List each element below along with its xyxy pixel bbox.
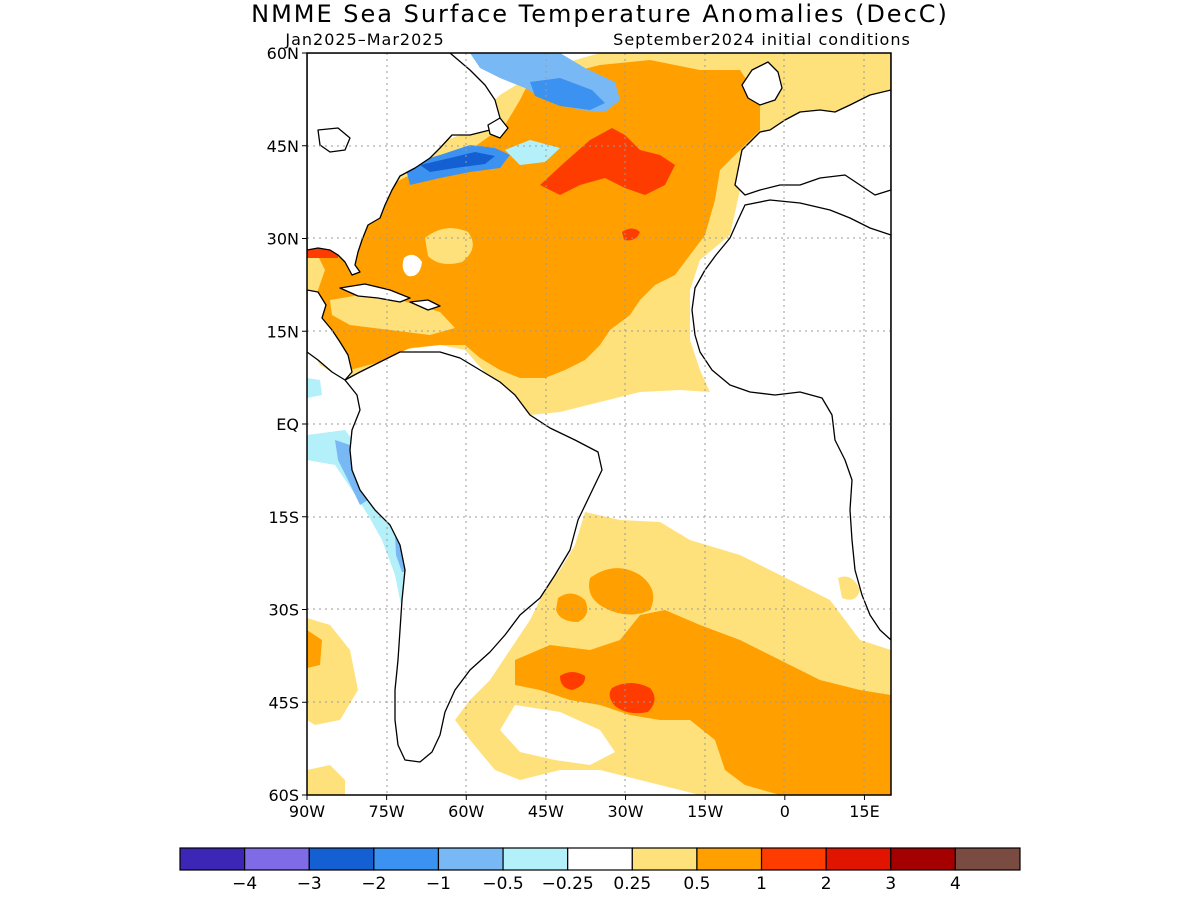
north-america-coast: [307, 53, 501, 276]
anomaly-fill-cold-north: [405, 53, 620, 185]
colorbar-swatch: [308, 847, 375, 871]
lon-tick-label: 90W: [289, 802, 325, 821]
colorbar-label: 1: [756, 874, 767, 894]
anomaly-region-white-spot-north: [402, 254, 422, 277]
longitude-axis: 90W 75W 60W 45W 30W 15W 0 15E: [289, 795, 880, 821]
anomaly-region-light-benguela: [838, 576, 860, 600]
lon-tick-label: 75W: [369, 802, 405, 821]
colorbar-label: 0.25: [613, 874, 651, 894]
lon-tick-label: 0: [780, 802, 790, 821]
colorbar-label: −2: [361, 874, 386, 894]
colorbar-swatch: [890, 847, 956, 871]
colorbar-swatch: [954, 847, 1021, 871]
colorbar: −4 −3 −2 −1 −0.5 −0.25 0.25 0.5 1 2 3 4: [179, 847, 1021, 894]
colorbar-swatch: [244, 847, 310, 871]
colorbar-label: −0.5: [482, 874, 523, 894]
anomaly-region-light-tropics: [611, 350, 636, 370]
colorbar-swatch: [502, 847, 569, 871]
lon-tick-label: 15E: [849, 802, 879, 821]
newfoundland-coast: [487, 117, 509, 139]
colorbar-swatch: [696, 847, 763, 871]
anomaly-region-red-south-a: [609, 683, 655, 714]
anomaly-region-paleblue-tropics: [307, 378, 322, 398]
anomaly-region-blue-labrador: [530, 78, 605, 110]
colorbar-label: 3: [885, 874, 896, 894]
colorbar-swatch: [437, 847, 504, 871]
lon-tick-label: 45W: [528, 802, 564, 821]
anomaly-region-red-south-b: [560, 672, 586, 690]
lat-tick-label: 45S: [268, 693, 299, 712]
lon-tick-label: 15W: [687, 802, 723, 821]
anomaly-region-white-south: [500, 705, 615, 765]
lat-tick-label: 30S: [268, 601, 299, 620]
central-america-coast: [307, 289, 353, 381]
colorbar-swatch: [567, 847, 633, 871]
anomaly-region-orange-southwest: [307, 630, 322, 668]
lat-tick-label: EQ: [276, 415, 299, 434]
colorbar-swatch: [373, 847, 440, 871]
lat-tick-label: 60N: [267, 44, 299, 63]
europe-iberia-coast: [734, 53, 891, 196]
lat-tick-label: 30N: [267, 230, 299, 249]
colorbar-label: 4: [950, 874, 961, 894]
colorbar-label: −3: [297, 874, 322, 894]
cuba-coast: [339, 283, 411, 303]
colorbar-label: −0.25: [542, 874, 594, 894]
anomaly-fill-north-atlantic: [307, 53, 891, 415]
colorbar-swatch: [825, 847, 892, 871]
anomaly-region-light-caribbean: [330, 295, 455, 335]
south-america-coast: [344, 351, 603, 763]
forecast-period: Jan2025–Mar2025: [284, 30, 444, 49]
colorbar-label: −4: [232, 874, 257, 894]
colorbar-swatch: [179, 847, 246, 871]
colorbar-label: 2: [821, 874, 832, 894]
hispaniola-coast: [409, 299, 441, 311]
anomaly-region-orange-south-north: [589, 568, 654, 615]
map-panel: [307, 53, 891, 795]
british-isles-coast: [741, 61, 783, 106]
anomaly-region-orange-north: [310, 60, 760, 378]
colorbar-swatch: [760, 847, 827, 871]
anomaly-region-white-gap-north: [425, 228, 473, 264]
colorbar-label: −1: [426, 874, 451, 894]
lat-tick-label: 45N: [267, 137, 299, 156]
latitude-axis: 60N 45N 30N 15N EQ 15S 30S 45S 60S: [267, 44, 307, 805]
initial-conditions: September2024 initial conditions: [613, 30, 911, 49]
anomaly-region-light-southwest-corner: [307, 765, 345, 795]
anomaly-region-red-midlat: [540, 128, 675, 195]
anomaly-region-orange-south-west: [556, 593, 588, 622]
africa-coast: [691, 199, 891, 641]
colorbar-label: 0.5: [683, 874, 710, 894]
lat-tick-label: 60S: [268, 786, 299, 805]
colorbar-swatch: [631, 847, 698, 871]
land-masses: [307, 53, 891, 763]
lon-tick-label: 60W: [448, 802, 484, 821]
graticule: [307, 53, 891, 795]
anomaly-region-red-spot-a: [622, 228, 640, 241]
lat-tick-label: 15N: [267, 322, 299, 341]
lon-tick-label: 30W: [607, 802, 643, 821]
anomaly-region-deepblue-shelf: [420, 152, 495, 172]
lat-tick-label: 15S: [268, 508, 299, 527]
figure-title: NMME Sea Surface Temperature Anomalies (…: [251, 0, 949, 28]
